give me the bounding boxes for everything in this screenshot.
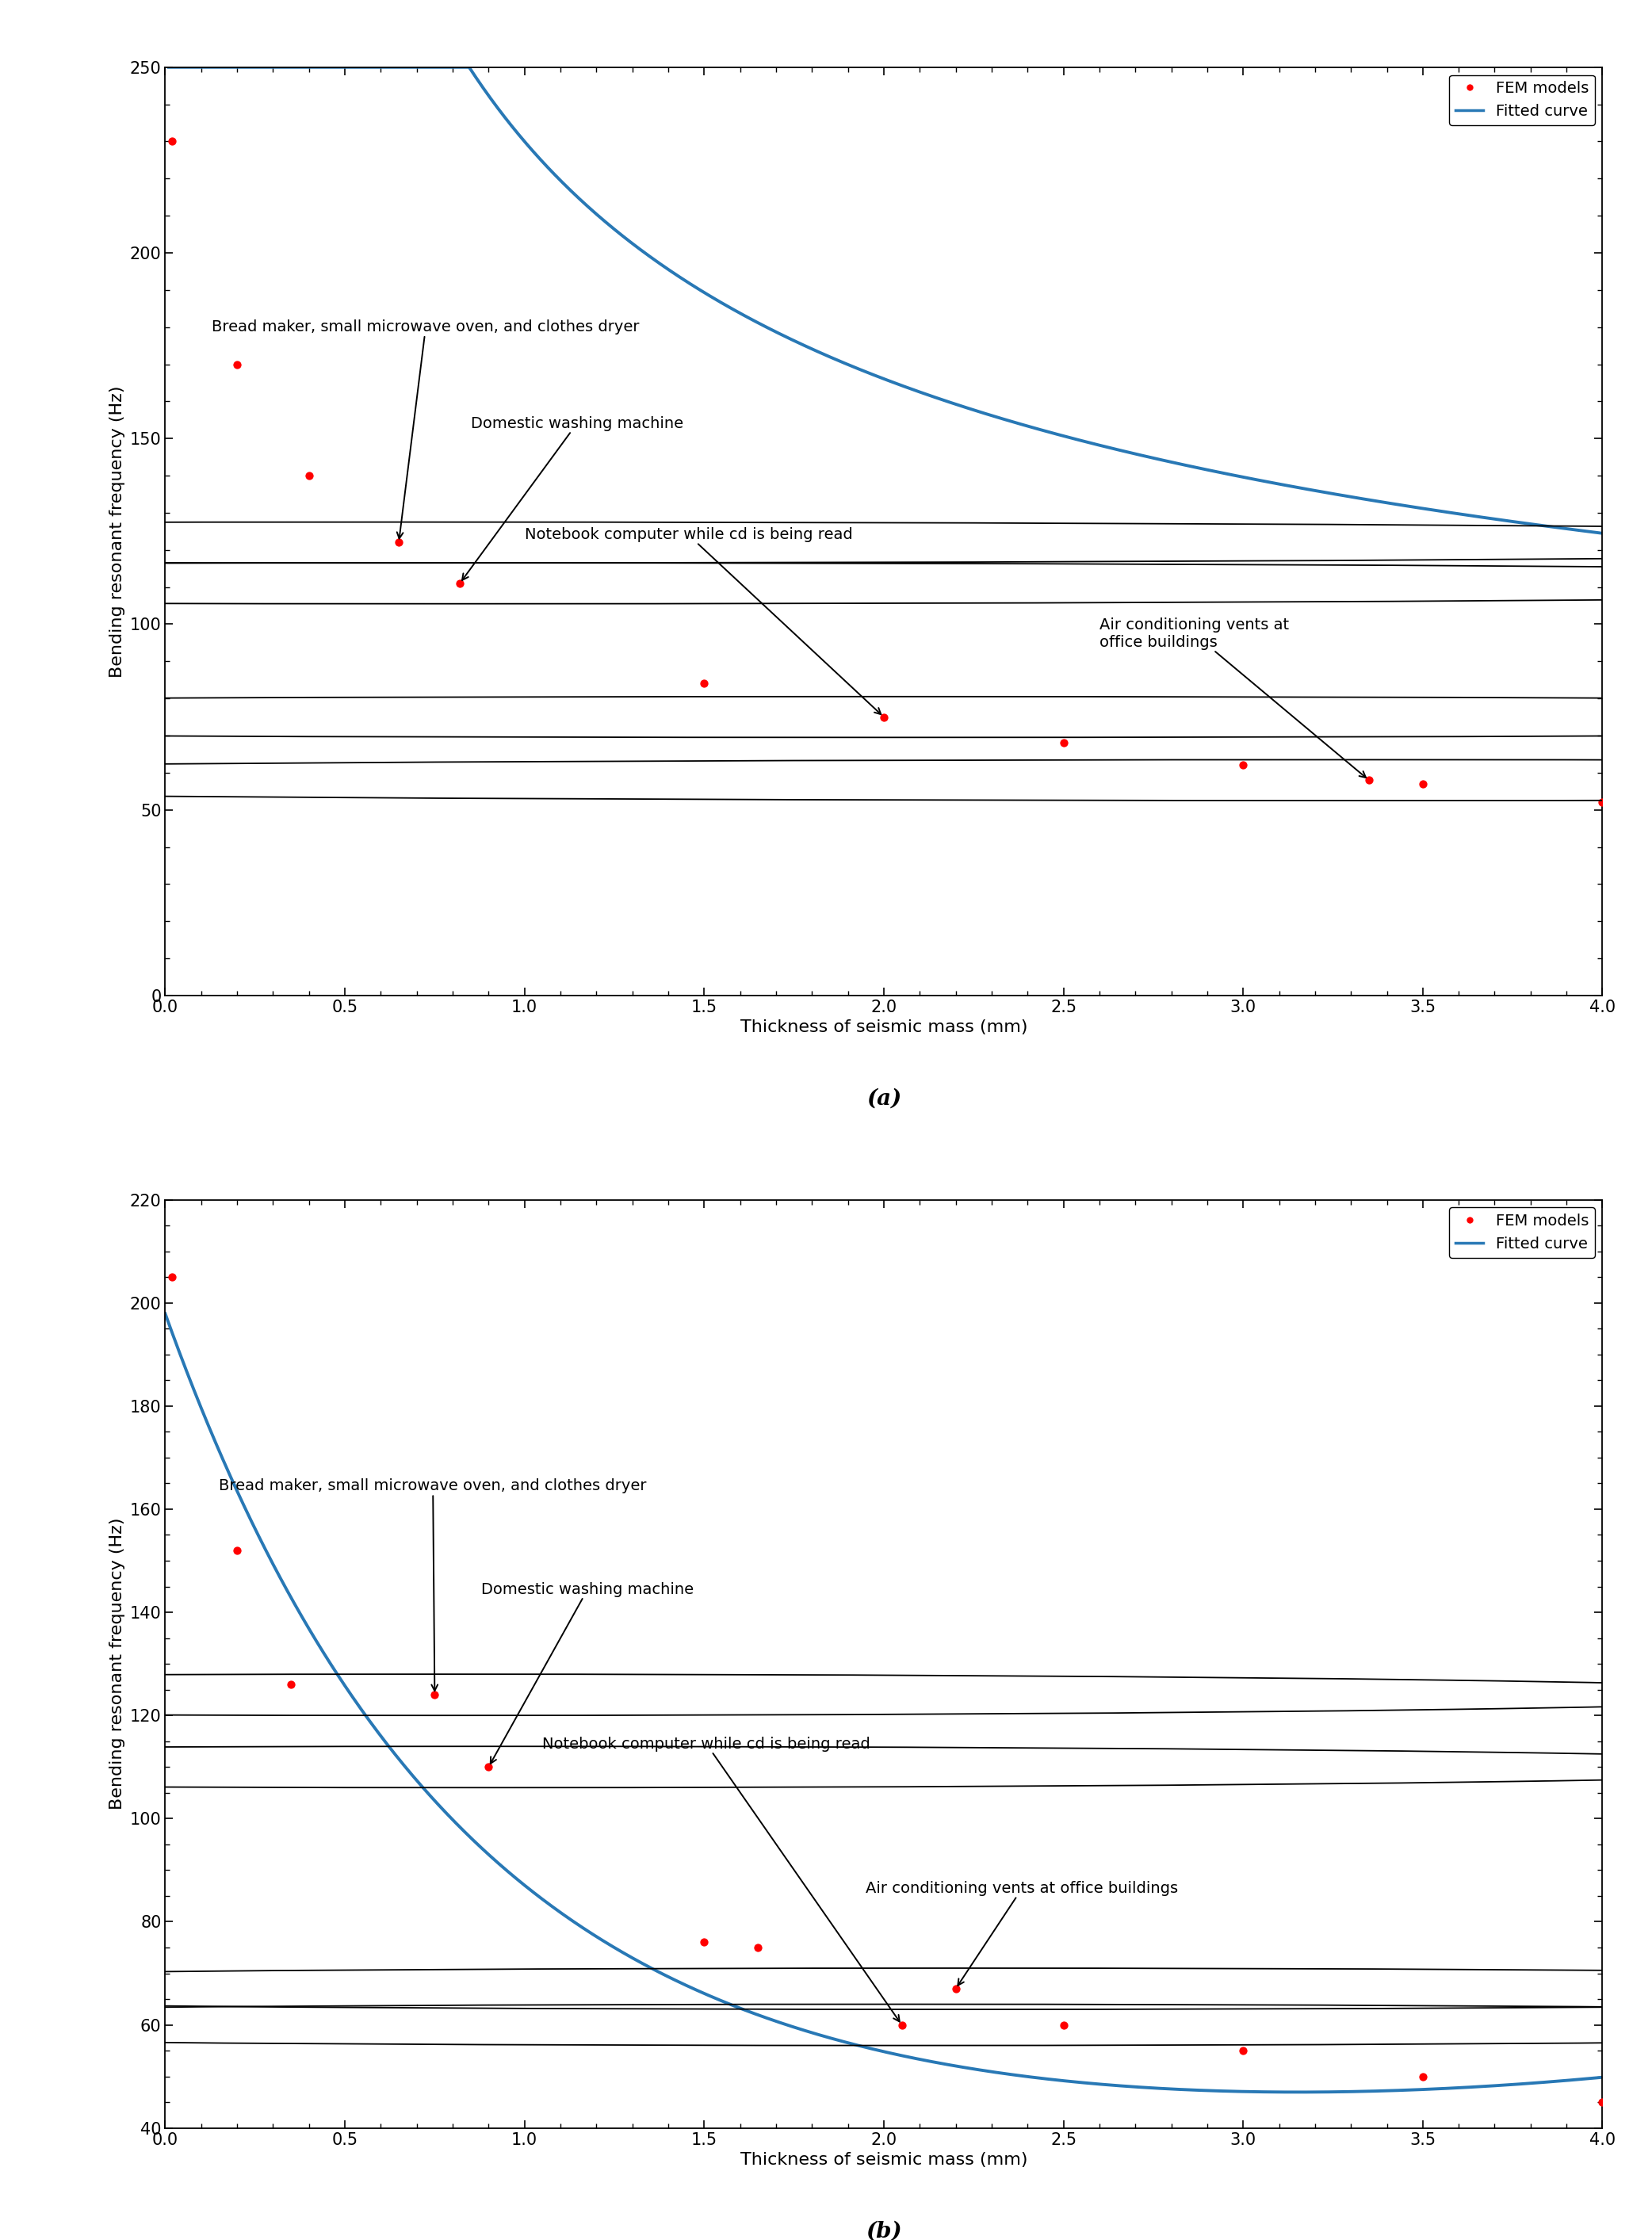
X-axis label: Thickness of seismic mass (mm): Thickness of seismic mass (mm) <box>740 1019 1028 1035</box>
Point <box>889 2007 915 2043</box>
Point <box>1589 784 1616 820</box>
Point <box>871 699 897 735</box>
Text: Domestic washing machine: Domestic washing machine <box>481 1581 694 1763</box>
X-axis label: Thickness of seismic mass (mm): Thickness of seismic mass (mm) <box>740 2153 1028 2168</box>
Point <box>1229 2032 1256 2068</box>
Point <box>1229 748 1256 784</box>
Text: Air conditioning vents at
office buildings: Air conditioning vents at office buildin… <box>1100 618 1366 777</box>
Point <box>223 1532 251 1568</box>
Point <box>1051 726 1077 762</box>
Point <box>691 1924 717 1960</box>
Point <box>942 1971 968 2007</box>
Point <box>1409 2059 1436 2094</box>
Point <box>296 457 322 493</box>
Point <box>278 1667 304 1702</box>
Point <box>385 524 411 560</box>
Text: Notebook computer while cd is being read: Notebook computer while cd is being read <box>542 1736 900 2023</box>
Point <box>691 665 717 701</box>
Point <box>421 1678 448 1714</box>
Text: Air conditioning vents at office buildings: Air conditioning vents at office buildin… <box>866 1882 1178 1985</box>
Legend: FEM models, Fitted curve: FEM models, Fitted curve <box>1449 1207 1594 1257</box>
Point <box>745 1929 771 1964</box>
Text: Bread maker, small microwave oven, and clothes dryer: Bread maker, small microwave oven, and c… <box>220 1478 648 1691</box>
Point <box>159 1259 185 1295</box>
Legend: FEM models, Fitted curve: FEM models, Fitted curve <box>1449 74 1594 125</box>
Text: Bread maker, small microwave oven, and clothes dryer: Bread maker, small microwave oven, and c… <box>211 320 639 538</box>
Point <box>159 123 185 159</box>
Point <box>476 1749 502 1785</box>
Point <box>1356 762 1383 797</box>
Y-axis label: Bending resonant frequency (Hz): Bending resonant frequency (Hz) <box>109 1519 126 1810</box>
Point <box>1051 2007 1077 2043</box>
Text: (b): (b) <box>866 2220 902 2240</box>
Point <box>1589 2083 1616 2119</box>
Text: (a): (a) <box>866 1089 902 1109</box>
Point <box>1409 766 1436 802</box>
Point <box>223 347 251 383</box>
Text: Notebook computer while cd is being read: Notebook computer while cd is being read <box>524 526 881 715</box>
Y-axis label: Bending resonant frequency (Hz): Bending resonant frequency (Hz) <box>109 385 126 676</box>
Text: Domestic washing machine: Domestic washing machine <box>463 417 684 580</box>
Point <box>446 564 472 600</box>
